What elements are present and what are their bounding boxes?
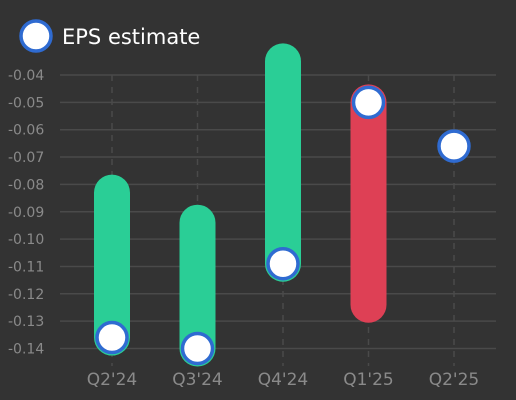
y-tick-label: -0.09 <box>8 205 44 221</box>
y-axis: -0.04 -0.05 -0.06 -0.07 -0.08 -0.09 -0.10 -0.11… <box>8 68 44 358</box>
y-tick-label: -0.14 <box>8 342 44 358</box>
x-axis: Q2'24 Q3'24 Q4'24 Q1'25 Q2'25 <box>87 370 480 390</box>
x-tick-label: Q2'25 <box>429 370 480 390</box>
legend[interactable]: EPS estimate <box>19 19 200 53</box>
x-tick-label: Q2'24 <box>87 370 138 390</box>
x-tick-label: Q1'25 <box>343 370 394 390</box>
bars <box>94 43 387 367</box>
y-tick-label: -0.13 <box>8 314 44 330</box>
y-tick-label: -0.06 <box>8 123 44 139</box>
y-tick-label: -0.10 <box>8 232 44 248</box>
eps-estimate-marker[interactable] <box>351 85 386 120</box>
y-tick-label: -0.11 <box>8 259 44 275</box>
y-tick-label: -0.08 <box>8 177 44 193</box>
markers <box>95 85 471 366</box>
y-tick-label: -0.05 <box>8 95 44 111</box>
y-tick-label: -0.12 <box>8 287 44 303</box>
eps-estimate-marker[interactable] <box>180 331 215 366</box>
eps-estimate-marker[interactable] <box>266 246 300 281</box>
x-tick-label: Q4'24 <box>258 370 309 390</box>
y-tick-label: -0.04 <box>8 68 44 84</box>
y-tick-label: -0.07 <box>8 150 44 166</box>
eps-estimate-marker[interactable] <box>437 129 471 163</box>
x-tick-label: Q3'24 <box>172 370 223 390</box>
eps-bar[interactable] <box>179 204 216 367</box>
eps-bar[interactable] <box>350 84 387 323</box>
eps-estimate-marker[interactable] <box>95 320 129 355</box>
eps-bar[interactable] <box>265 43 301 282</box>
legend-marker-icon <box>19 19 53 53</box>
legend-label: EPS estimate <box>62 25 200 49</box>
eps-bar[interactable] <box>94 174 130 356</box>
